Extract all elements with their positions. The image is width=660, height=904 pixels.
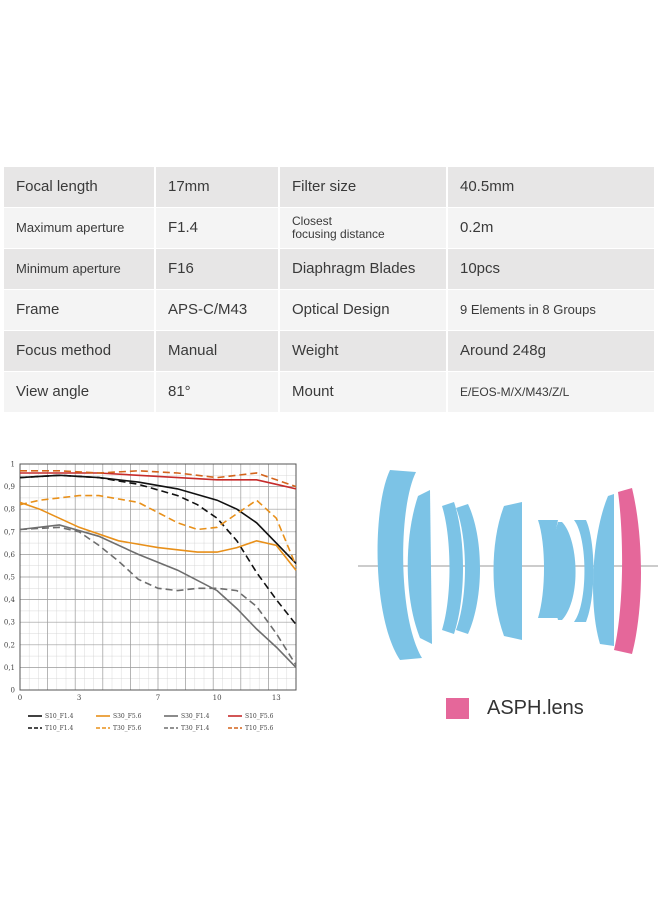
x-tick-label: 13 [272, 694, 281, 702]
spec-table: Focal length 17mm Filter size 40.5mm Max… [4, 167, 658, 414]
x-tick-label: 3 [77, 694, 81, 702]
series-line [19, 524, 297, 668]
lens-element-1 [377, 470, 422, 660]
spec-value: 9 Elements in 8 Groups [448, 290, 654, 330]
spec-value: 81° [156, 372, 278, 412]
spec-value: F1.4 [156, 208, 278, 248]
lens-element-4 [456, 504, 480, 634]
series-line [19, 474, 297, 625]
y-tick-label: 0,1 [4, 664, 15, 672]
spec-label: Maximum aperture [4, 208, 154, 248]
spec-label: Minimum aperture [4, 249, 154, 289]
spec-label: Filter size [280, 167, 446, 207]
lens-element-3 [442, 502, 463, 634]
legend-label: S30_F5.6 [113, 713, 142, 720]
spec-label: View angle [4, 372, 154, 412]
x-tick-label: 0 [18, 694, 22, 702]
spec-value: APS-C/M43 [156, 290, 278, 330]
series-line [20, 469, 297, 488]
lens-element-8 [574, 520, 594, 622]
asph-lens-element [614, 488, 641, 654]
series-line [19, 501, 297, 571]
x-tick-label: 7 [156, 694, 160, 702]
spec-value: 0.2m [448, 208, 654, 248]
y-tick-label: 0,6 [4, 551, 16, 559]
y-tick-label: 0,4 [4, 596, 16, 604]
series-line [19, 526, 297, 666]
legend-label: T10_F5.6 [245, 725, 274, 732]
spec-row: Frame APS-C/M43 Optical Design 9 Element… [4, 290, 658, 330]
legend-label: S10_F5.6 [245, 713, 274, 720]
spec-label-line: Closest [292, 214, 333, 229]
plot-frame [19, 463, 297, 691]
spec-value: 40.5mm [448, 167, 654, 207]
spec-row: Maximum aperture F1.4 Closest focusing d… [4, 208, 658, 248]
asph-swatch [446, 698, 469, 719]
spec-value: Around 248g [448, 331, 654, 371]
lens-element-6 [538, 520, 558, 618]
y-tick-label: 0,9 [4, 483, 15, 491]
spec-label: Frame [4, 290, 154, 330]
spec-row: View angle 81° Mount E/EOS-M/X/M43/Z/L [4, 372, 658, 412]
lens-element-5 [493, 502, 522, 640]
spec-value: Manual [156, 331, 278, 371]
spec-label: Optical Design [280, 290, 446, 330]
lens-optical-diagram [358, 470, 658, 660]
y-tick-label: 0,2 [4, 641, 15, 649]
spec-label: Closest focusing distance [280, 208, 446, 248]
spec-value: 17mm [156, 167, 278, 207]
y-tick-label: 1 [11, 461, 15, 469]
y-tick-label: 0,5 [4, 574, 15, 582]
spec-row: Minimum aperture F16 Diaphragm Blades 10… [4, 249, 658, 289]
lens-element-7 [552, 522, 576, 620]
spec-label: Weight [280, 331, 446, 371]
spec-value: E/EOS-M/X/M43/Z/L [448, 372, 654, 412]
asph-legend-label: ASPH.lens [487, 697, 584, 719]
y-tick-label: 0,8 [4, 506, 15, 514]
legend-label: S30_F1.4 [181, 713, 210, 720]
x-tick-label: 10 [213, 694, 222, 702]
spec-label-line: focusing distance [292, 227, 385, 241]
lens-element-2 [407, 490, 432, 644]
mtf-chart: 00,10,20,30,40,50,60,70,80,910 3 7 10 13S10_… [4, 461, 297, 732]
legend-label: S10_F1.4 [45, 713, 74, 720]
spec-value: F16 [156, 249, 278, 289]
spec-label: Diaphragm Blades [280, 249, 446, 289]
legend-label: T10_F1.4 [45, 725, 74, 732]
series-line [20, 472, 297, 490]
legend-label: T30_F1.4 [181, 725, 210, 732]
asph-legend: ASPH.lens [446, 697, 584, 720]
spec-label: Focal length [4, 167, 154, 207]
lens-element-9 [593, 494, 614, 646]
spec-label: Focus method [4, 331, 154, 371]
series-line [19, 494, 297, 567]
spec-row: Focal length 17mm Filter size 40.5mm [4, 167, 658, 207]
spec-label: Mount [280, 372, 446, 412]
spec-row: Focus method Manual Weight Around 248g [4, 331, 658, 371]
y-tick-label: 0,3 [4, 619, 15, 627]
y-tick-label: 0,7 [4, 528, 15, 536]
y-tick-label: 0 [11, 687, 15, 695]
legend-label: T30_F5.6 [113, 725, 142, 732]
spec-value: 10pcs [448, 249, 654, 289]
